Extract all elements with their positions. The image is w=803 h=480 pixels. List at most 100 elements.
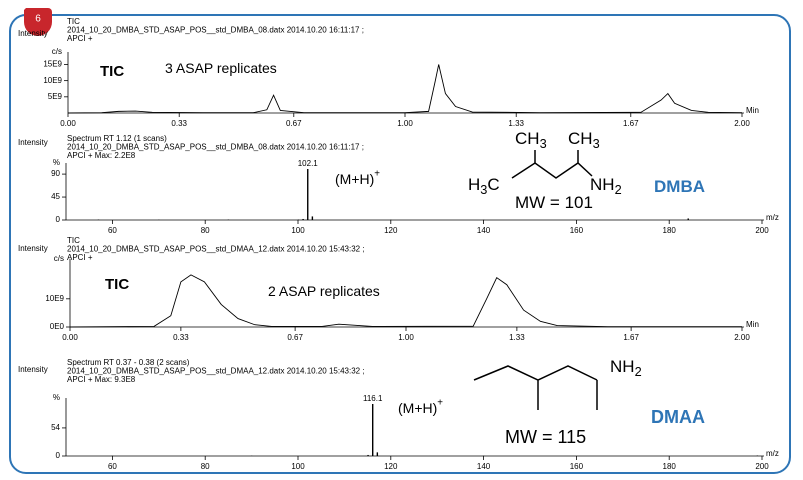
y-axis-label: Intensity [18, 138, 48, 147]
structure-atom-sub: 3 [540, 136, 547, 151]
y-tick-label: 15E9 [43, 60, 62, 69]
panel-header: 2014_10_20_DMBA_STD_ASAP_POS__std_DMBA_0… [67, 26, 364, 35]
x-tick-label: 120 [384, 462, 398, 471]
x-tick-label: 1.00 [397, 119, 413, 128]
badge-number: 6 [35, 14, 41, 25]
x-tick-label: 0.67 [287, 333, 303, 342]
annotation: DMBA [654, 177, 705, 196]
y-tick-label: 0 [56, 451, 61, 460]
structure-atom: H3C [468, 175, 500, 197]
chromatogram-trace [69, 274, 742, 328]
y-axis-label: Intensity [18, 29, 48, 38]
structure-atom: NH2 [590, 175, 622, 197]
x-tick-label: 0.00 [62, 333, 78, 342]
y-tick-label: 90 [51, 169, 60, 178]
panel-header: APCI + Max: 2.2E8 [67, 151, 136, 160]
structure-bonds [511, 150, 593, 179]
panel-header: 2014_10_20_DMBA_STD_ASAP_POS__std_DMAA_1… [67, 367, 365, 376]
panel-header: Spectrum RT 1.12 (1 scans) [67, 134, 167, 143]
annotation: 2 ASAP replicates [268, 283, 380, 299]
y-tick-label: 45 [51, 192, 60, 201]
annotation-main: MW = 101 [515, 193, 593, 212]
structure-atom: CH3 [568, 129, 600, 151]
annotation: MW = 115 [505, 427, 586, 447]
x-tick-label: 100 [291, 226, 305, 235]
x-tick-label: 1.67 [623, 333, 639, 342]
y-axis-label: Intensity [18, 365, 48, 374]
x-tick-label: 60 [108, 462, 117, 471]
structure-atom-tail: C [487, 175, 499, 194]
panel-header: 2014_10_20_DMBA_STD_ASAP_POS__std_DMBA_0… [67, 143, 364, 152]
y-tick-label: 0 [56, 215, 61, 224]
y-unit: c/s [52, 47, 62, 56]
x-tick-label: 140 [477, 462, 491, 471]
x-axis-label: Min [746, 106, 759, 115]
panel-header: Spectrum RT 0.37 - 0.38 (2 scans) [67, 358, 190, 367]
chromatogram-trace [67, 64, 743, 114]
x-tick-label: 1.00 [398, 333, 414, 342]
structure-atom-main: NH [590, 175, 615, 194]
x-tick-label: 0.67 [286, 119, 302, 128]
annotation-main: MW = 115 [505, 427, 586, 447]
y-unit: % [53, 393, 60, 402]
x-tick-label: 200 [755, 226, 769, 235]
annotation-sup: + [437, 397, 443, 408]
structure-atom-main: CH [568, 129, 593, 148]
x-tick-label: 120 [384, 226, 398, 235]
panel-header: TIC [67, 17, 80, 26]
y-unit: c/s [54, 254, 64, 263]
x-tick-label: 1.67 [623, 119, 639, 128]
x-tick-label: 160 [570, 226, 584, 235]
x-tick-label: 80 [201, 462, 210, 471]
y-tick-label: 5E9 [48, 92, 63, 101]
annotation-sup: + [374, 168, 380, 179]
x-tick-label: 60 [108, 226, 117, 235]
structure-bonds [473, 365, 598, 410]
x-tick-label: 0.33 [173, 333, 189, 342]
x-tick-label: 0.00 [60, 119, 76, 128]
structure-atom-main: CH [515, 129, 540, 148]
x-tick-label: 100 [291, 462, 305, 471]
y-tick-label: 10E9 [43, 76, 62, 85]
annotation: TIC [100, 63, 124, 80]
annotation-main: 2 ASAP replicates [268, 283, 380, 299]
x-tick-label: 1.33 [508, 119, 524, 128]
structure-atom-main: NH [610, 357, 635, 376]
y-tick-label: 10E9 [45, 294, 64, 303]
panel-header: APCI + [67, 253, 93, 262]
annotation: 3 ASAP replicates [165, 60, 277, 76]
x-axis-label: Min [746, 320, 759, 329]
annotation-main: (M+H) [335, 171, 374, 187]
x-axis-label: m/z [766, 213, 779, 222]
panel-header: TIC [67, 236, 80, 245]
annotation: (M+H)+ [335, 168, 380, 186]
peak-label: 116.1 [363, 394, 383, 403]
x-tick-label: 200 [755, 462, 769, 471]
x-tick-label: 180 [663, 462, 677, 471]
structure-atom-sub: 2 [635, 364, 642, 379]
frame [9, 14, 791, 474]
annotation-main: TIC [100, 63, 124, 80]
structure-atom: NH2 [610, 357, 642, 379]
x-tick-label: 140 [477, 226, 491, 235]
panel-header: APCI + [67, 34, 93, 43]
structure-atom: CH3 [515, 129, 547, 151]
y-tick-label: 54 [51, 423, 60, 432]
x-tick-label: 2.00 [734, 333, 750, 342]
panel-header: 2014_10_20_DMBA_STD_ASAP_POS__std_DMAA_1… [67, 245, 365, 254]
x-axis-label: m/z [766, 449, 779, 458]
annotation: DMAA [651, 407, 705, 427]
structure-atom-sub: 3 [480, 182, 487, 197]
annotation-main: (M+H) [398, 400, 437, 416]
annotation: TIC [105, 276, 129, 293]
x-tick-label: 80 [201, 226, 210, 235]
annotation: (M+H)+ [398, 397, 443, 415]
y-unit: % [53, 158, 60, 167]
panel-header: APCI + Max: 9.3E8 [67, 375, 136, 384]
y-axis-label: Intensity [18, 244, 48, 253]
peak-label: 102.1 [298, 159, 319, 168]
annotation-main: DMBA [654, 177, 705, 196]
structure-atom-main: H [468, 175, 480, 194]
structure-atom-sub: 2 [615, 182, 622, 197]
